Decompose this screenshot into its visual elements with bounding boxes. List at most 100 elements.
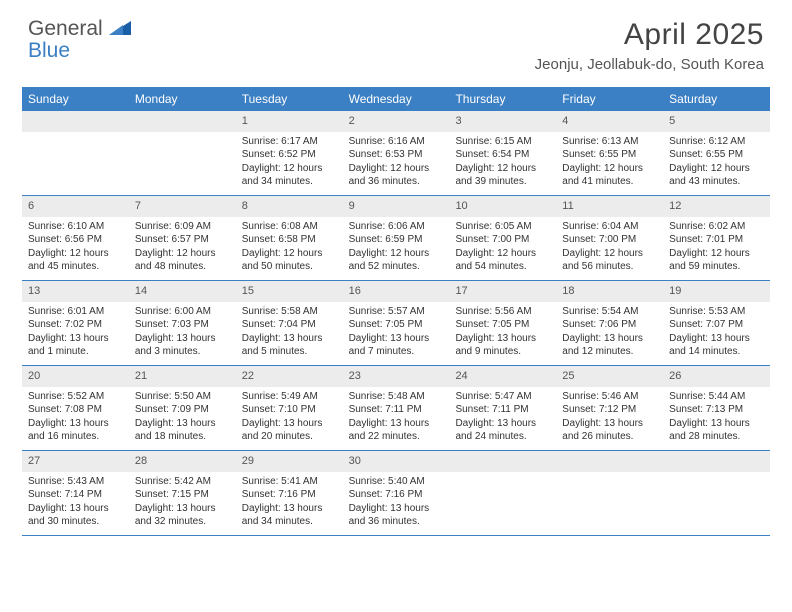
day-number: 2	[343, 111, 450, 132]
day-cell: 22 Sunrise: 5:49 AMSunset: 7:10 PMDayligh…	[236, 366, 343, 450]
sunset-text: Sunset: 6:58 PM	[242, 233, 337, 247]
sunrise-text: Sunrise: 6:17 AM	[242, 135, 337, 149]
day-cell: 8Sunrise: 6:08 AMSunset: 6:58 PMDaylight…	[236, 196, 343, 280]
day-body	[22, 132, 129, 192]
day-cell: 26Sunrise: 5:44 AMSunset: 7:13 PMDayligh…	[663, 366, 770, 450]
sunrise-text: Sunrise: 6:10 AM	[28, 220, 123, 234]
daylight-text: Daylight: 13 hours and 12 minutes.	[562, 332, 657, 359]
title-block: April 2025 Jeonju, Jeollabuk-do, South K…	[535, 18, 764, 73]
sunrise-text: Sunrise: 6:15 AM	[455, 135, 550, 149]
day-body: Sunrise: 6:10 AMSunset: 6:56 PMDaylight:…	[22, 217, 129, 279]
sunrise-text: Sunrise: 6:08 AM	[242, 220, 337, 234]
sunrise-text: Sunrise: 5:52 AM	[28, 390, 123, 404]
sunrise-text: Sunrise: 5:44 AM	[669, 390, 764, 404]
day-cell: 21Sunrise: 5:50 AMSunset: 7:09 PMDayligh…	[129, 366, 236, 450]
day-header-sun: Sunday	[22, 87, 129, 111]
day-body: Sunrise: 5:43 AMSunset: 7:14 PMDaylight:…	[22, 472, 129, 534]
day-number: 5	[663, 111, 770, 132]
day-cell: 12Sunrise: 6:02 AMSunset: 7:01 PMDayligh…	[663, 196, 770, 280]
day-header-tue: Tuesday	[236, 87, 343, 111]
sunrise-text: Sunrise: 5:53 AM	[669, 305, 764, 319]
day-cell	[663, 451, 770, 535]
day-cell: 16Sunrise: 5:57 AMSunset: 7:05 PMDayligh…	[343, 281, 450, 365]
day-number: 28	[129, 451, 236, 472]
day-cell	[129, 111, 236, 195]
sunrise-text: Sunrise: 5:58 AM	[242, 305, 337, 319]
day-body: Sunrise: 6:17 AMSunset: 6:52 PMDaylight:…	[236, 132, 343, 194]
day-body: Sunrise: 6:04 AMSunset: 7:00 PMDaylight:…	[556, 217, 663, 279]
day-body: Sunrise: 6:01 AMSunset: 7:02 PMDaylight:…	[22, 302, 129, 364]
day-body: Sunrise: 5:54 AMSunset: 7:06 PMDaylight:…	[556, 302, 663, 364]
daylight-text: Daylight: 12 hours and 50 minutes.	[242, 247, 337, 274]
day-body: Sunrise: 6:05 AMSunset: 7:00 PMDaylight:…	[449, 217, 556, 279]
daylight-text: Daylight: 12 hours and 59 minutes.	[669, 247, 764, 274]
sunrise-text: Sunrise: 6:16 AM	[349, 135, 444, 149]
day-body: Sunrise: 5:58 AMSunset: 7:04 PMDaylight:…	[236, 302, 343, 364]
sunset-text: Sunset: 6:55 PM	[669, 148, 764, 162]
day-number: 25	[556, 366, 663, 387]
daylight-text: Daylight: 13 hours and 9 minutes.	[455, 332, 550, 359]
sunset-text: Sunset: 7:14 PM	[28, 488, 123, 502]
day-body: Sunrise: 5:47 AMSunset: 7:11 PMDaylight:…	[449, 387, 556, 449]
day-header-thu: Thursday	[449, 87, 556, 111]
day-body: Sunrise: 5:44 AMSunset: 7:13 PMDaylight:…	[663, 387, 770, 449]
day-number: 8	[236, 196, 343, 217]
sunrise-text: Sunrise: 6:05 AM	[455, 220, 550, 234]
day-number: 30	[343, 451, 450, 472]
sunset-text: Sunset: 6:59 PM	[349, 233, 444, 247]
sunset-text: Sunset: 7:16 PM	[242, 488, 337, 502]
day-cell: 24Sunrise: 5:47 AMSunset: 7:11 PMDayligh…	[449, 366, 556, 450]
day-number: 22	[236, 366, 343, 387]
sunrise-text: Sunrise: 5:41 AM	[242, 475, 337, 489]
daylight-text: Daylight: 12 hours and 39 minutes.	[455, 162, 550, 189]
sunset-text: Sunset: 6:56 PM	[28, 233, 123, 247]
sunrise-text: Sunrise: 6:12 AM	[669, 135, 764, 149]
day-number: 6	[22, 196, 129, 217]
sunset-text: Sunset: 7:15 PM	[135, 488, 230, 502]
sunrise-text: Sunrise: 6:13 AM	[562, 135, 657, 149]
sunrise-text: Sunrise: 5:49 AM	[242, 390, 337, 404]
logo-triangle-icon	[109, 21, 131, 40]
daylight-text: Daylight: 13 hours and 1 minute.	[28, 332, 123, 359]
day-body: Sunrise: 6:12 AMSunset: 6:55 PMDaylight:…	[663, 132, 770, 194]
daylight-text: Daylight: 13 hours and 30 minutes.	[28, 502, 123, 529]
day-body: Sunrise: 6:08 AMSunset: 6:58 PMDaylight:…	[236, 217, 343, 279]
day-cell: 5Sunrise: 6:12 AMSunset: 6:55 PMDaylight…	[663, 111, 770, 195]
daylight-text: Daylight: 13 hours and 18 minutes.	[135, 417, 230, 444]
logo-text-blue: Blue	[28, 39, 70, 62]
day-body: Sunrise: 6:00 AMSunset: 7:03 PMDaylight:…	[129, 302, 236, 364]
sunset-text: Sunset: 7:03 PM	[135, 318, 230, 332]
sunrise-text: Sunrise: 5:46 AM	[562, 390, 657, 404]
sunset-text: Sunset: 7:10 PM	[242, 403, 337, 417]
sunset-text: Sunset: 6:54 PM	[455, 148, 550, 162]
day-number: 7	[129, 196, 236, 217]
daylight-text: Daylight: 13 hours and 16 minutes.	[28, 417, 123, 444]
day-body: Sunrise: 6:16 AMSunset: 6:53 PMDaylight:…	[343, 132, 450, 194]
day-cell: 9Sunrise: 6:06 AMSunset: 6:59 PMDaylight…	[343, 196, 450, 280]
day-header-mon: Monday	[129, 87, 236, 111]
daylight-text: Daylight: 13 hours and 22 minutes.	[349, 417, 444, 444]
day-number: 17	[449, 281, 556, 302]
daylight-text: Daylight: 13 hours and 20 minutes.	[242, 417, 337, 444]
sunset-text: Sunset: 7:11 PM	[455, 403, 550, 417]
day-cell: 10Sunrise: 6:05 AMSunset: 7:00 PMDayligh…	[449, 196, 556, 280]
sunrise-text: Sunrise: 5:54 AM	[562, 305, 657, 319]
location-text: Jeonju, Jeollabuk-do, South Korea	[535, 56, 764, 73]
day-number: 23	[343, 366, 450, 387]
sunset-text: Sunset: 7:04 PM	[242, 318, 337, 332]
day-body	[663, 472, 770, 532]
day-cell: 29Sunrise: 5:41 AMSunset: 7:16 PMDayligh…	[236, 451, 343, 535]
month-title: April 2025	[535, 18, 764, 52]
sunset-text: Sunset: 6:55 PM	[562, 148, 657, 162]
day-cell: 19Sunrise: 5:53 AMSunset: 7:07 PMDayligh…	[663, 281, 770, 365]
week-row: 27Sunrise: 5:43 AMSunset: 7:14 PMDayligh…	[22, 451, 770, 536]
daylight-text: Daylight: 13 hours and 3 minutes.	[135, 332, 230, 359]
week-row: 1Sunrise: 6:17 AMSunset: 6:52 PMDaylight…	[22, 111, 770, 196]
day-body: Sunrise: 5:48 AMSunset: 7:11 PMDaylight:…	[343, 387, 450, 449]
day-number: 1	[236, 111, 343, 132]
daylight-text: Daylight: 13 hours and 14 minutes.	[669, 332, 764, 359]
day-number: 14	[129, 281, 236, 302]
logo-text-general: General	[28, 17, 103, 40]
sunrise-text: Sunrise: 5:42 AM	[135, 475, 230, 489]
day-cell: 17Sunrise: 5:56 AMSunset: 7:05 PMDayligh…	[449, 281, 556, 365]
